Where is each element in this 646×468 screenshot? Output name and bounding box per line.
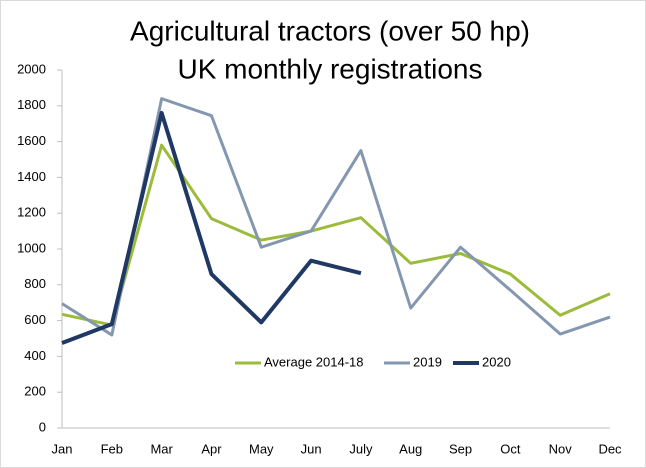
x-tick-label: Jan [52, 441, 73, 456]
legend-label: 2020 [482, 354, 511, 369]
x-tick-label: Oct [500, 441, 521, 456]
y-tick-label: 1000 [17, 240, 46, 255]
y-tick-label: 600 [24, 312, 46, 327]
x-tick-label: Feb [101, 441, 123, 456]
y-tick-label: 400 [24, 348, 46, 363]
chart-title: Agricultural tractors (over 50 hp) [130, 15, 530, 46]
legend-label: 2019 [413, 354, 442, 369]
x-tick-label: Mar [150, 441, 173, 456]
series-line [61, 143, 611, 327]
y-tick-label: 1600 [17, 133, 46, 148]
chart-subtitle: UK monthly registrations [177, 53, 482, 84]
x-tick-label: Aug [399, 441, 422, 456]
x-tick-label: Apr [201, 441, 222, 456]
y-tick-label: 0 [39, 419, 46, 434]
y-tick-label: 200 [24, 384, 46, 399]
x-tick-label: Jun [301, 441, 322, 456]
x-tick-label: May [249, 441, 274, 456]
x-tick-label: Nov [549, 441, 573, 456]
x-tick-label: Dec [598, 441, 622, 456]
y-tick-label: 1400 [17, 169, 46, 184]
x-tick-label: Sep [449, 441, 472, 456]
y-tick-label: 2000 [17, 61, 46, 76]
y-tick-label: 1800 [17, 97, 46, 112]
y-tick-label: 800 [24, 276, 46, 291]
series-line [61, 110, 362, 345]
y-tick-label: 1200 [17, 205, 46, 220]
x-tick-label: July [349, 441, 373, 456]
series-line [61, 97, 611, 337]
legend-label: Average 2014-18 [264, 354, 364, 369]
